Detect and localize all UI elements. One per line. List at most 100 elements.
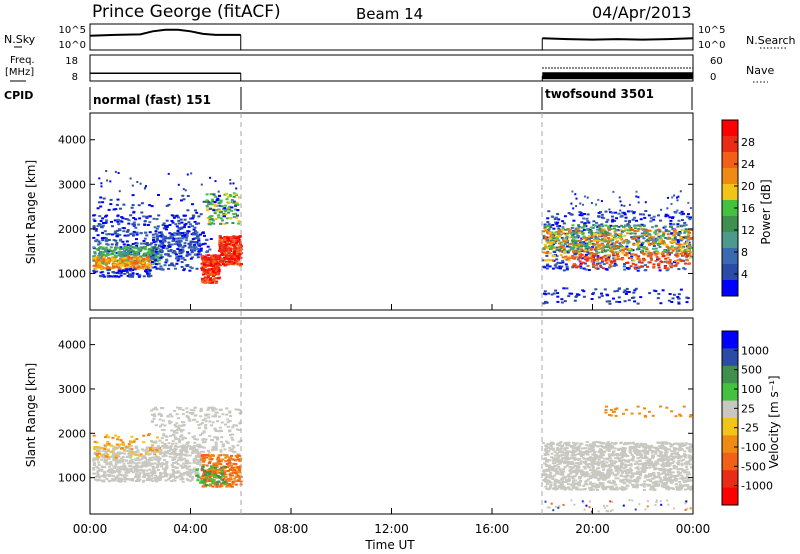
power-late-orange-cell	[621, 241, 625, 244]
power-mid-blue-cell	[177, 242, 181, 245]
vel-early-grey-cell	[149, 479, 153, 482]
power-late-green-cell	[666, 237, 670, 240]
power-late-blue-cell	[600, 242, 604, 245]
vel-late-grey-cell	[686, 462, 690, 465]
power-late-blue-cell	[689, 216, 692, 219]
power-late-green-cell	[684, 235, 688, 238]
power-late-blue-cell	[555, 222, 559, 225]
vel-early-grey-cell	[125, 455, 129, 458]
power-early-blue-cell	[116, 229, 120, 232]
power-late-orange-cell	[548, 232, 552, 234]
power-late-red-cell	[571, 254, 575, 257]
power-early-blue-cell	[135, 233, 139, 236]
vel-early-mixed-cell	[145, 452, 149, 455]
power-cbar-swatch-9	[722, 264, 738, 281]
vel-orange-cell	[217, 454, 221, 457]
power-late-red-cell	[631, 262, 635, 265]
power-late-orange-cell	[574, 246, 578, 248]
power-late-orange-cell	[567, 228, 571, 231]
power-late-blue-cell	[633, 216, 637, 219]
vel-mid-grey-cell	[220, 436, 224, 439]
power-late-red-cell	[584, 258, 587, 261]
power-sparse-cell	[167, 172, 170, 175]
power-late-green-cell	[643, 232, 647, 235]
power-early-low-cell	[109, 275, 113, 278]
power-early-low-cell	[125, 268, 129, 271]
power-late-orange-cell	[665, 244, 669, 247]
vel-early-grey-cell	[141, 455, 145, 458]
power-mid-blue-cell	[159, 265, 163, 268]
power-late-green-cell	[629, 249, 633, 252]
power-early-low-cell	[125, 269, 129, 272]
vel-mid-grey-cell	[178, 441, 181, 444]
vel-green-cell	[211, 478, 215, 481]
power-early-green-cell	[106, 254, 110, 256]
power-late-red-cell	[616, 253, 620, 256]
power-late-red-cell	[666, 261, 670, 264]
vel-mid-grey-cell	[180, 424, 183, 427]
power-early-orange-cell	[96, 256, 100, 259]
vel-early-mixed-cell	[129, 441, 133, 444]
power-red-2-cell	[222, 243, 225, 246]
power-mid-blue-cell	[198, 243, 201, 246]
vel-early-grey-cell	[141, 470, 145, 473]
vel-late-grey-cell	[688, 463, 692, 466]
power-early-green-cell	[132, 246, 135, 249]
vel-mid-grey-cell	[197, 424, 201, 426]
power-late-low-cell	[639, 296, 643, 299]
vel-late-grey-cell	[672, 452, 676, 455]
vel-early-mixed-cell	[99, 446, 103, 449]
power-early-blue-cell	[158, 231, 162, 234]
power-red-2-cell	[233, 242, 237, 245]
vel-orange-cell	[200, 455, 204, 458]
vel-late-grey-cell	[607, 468, 610, 471]
power-late-green-cell	[602, 245, 606, 248]
power-late-orange-cell	[658, 241, 661, 243]
power-late-sparse-cell	[620, 204, 623, 207]
vel-early-mixed-cell	[110, 450, 114, 453]
power-early-green-cell	[109, 246, 113, 249]
power-red-2-cell	[235, 236, 239, 239]
power-late-blue-cell	[555, 255, 559, 258]
power-late-low-cell	[685, 301, 689, 304]
power-early-green-cell	[99, 246, 103, 248]
vel-early-mixed-cell	[105, 455, 109, 458]
power-early-blue-cell	[103, 230, 107, 233]
power-late-orange-cell	[562, 247, 566, 250]
power-late-blue-cell	[571, 266, 575, 269]
power-late-orange-cell	[561, 256, 565, 259]
power-late-blue-cell	[628, 221, 631, 224]
vel-mid-grey-cell	[160, 423, 164, 426]
power-late-orange-cell	[602, 244, 606, 247]
power-sparse-cell	[100, 185, 103, 188]
power-late-low-cell	[608, 300, 612, 303]
power-late-orange-cell	[636, 230, 640, 232]
power-late-green-cell	[634, 235, 638, 238]
power-late-blue-cell	[597, 224, 601, 227]
power-green-upper-cell	[237, 222, 241, 225]
power-red-1-cell	[209, 277, 212, 279]
power-scatter-top-cell	[186, 195, 190, 197]
vel-early-grey-cell	[175, 466, 179, 469]
power-late-green-cell	[556, 233, 560, 235]
power-green-upper-cell	[228, 194, 232, 196]
power-early-blue-cell	[116, 220, 120, 223]
power-late-low-cell	[618, 301, 622, 303]
power-red-1-cell	[207, 268, 211, 271]
vel-late-grey-cell	[600, 454, 604, 457]
power-late-orange-cell	[654, 252, 658, 255]
vel-early-grey-cell	[156, 466, 159, 469]
power-late-red-cell	[576, 265, 580, 268]
power-late-green-cell	[603, 230, 607, 233]
power-late-low-cell	[544, 301, 548, 304]
power-mid-blue-cell	[178, 252, 182, 255]
vel-mid-grey-cell	[211, 408, 215, 411]
vel-late-grey-cell	[642, 489, 646, 491]
power-late-blue-cell	[631, 249, 635, 252]
vel-early-grey-cell	[186, 473, 190, 476]
vel-early-grey-cell	[156, 456, 160, 458]
vel-mid-grey-cell	[169, 421, 173, 424]
power-late-blue-cell	[609, 211, 612, 214]
vel-mid-grey-cell	[226, 425, 230, 428]
